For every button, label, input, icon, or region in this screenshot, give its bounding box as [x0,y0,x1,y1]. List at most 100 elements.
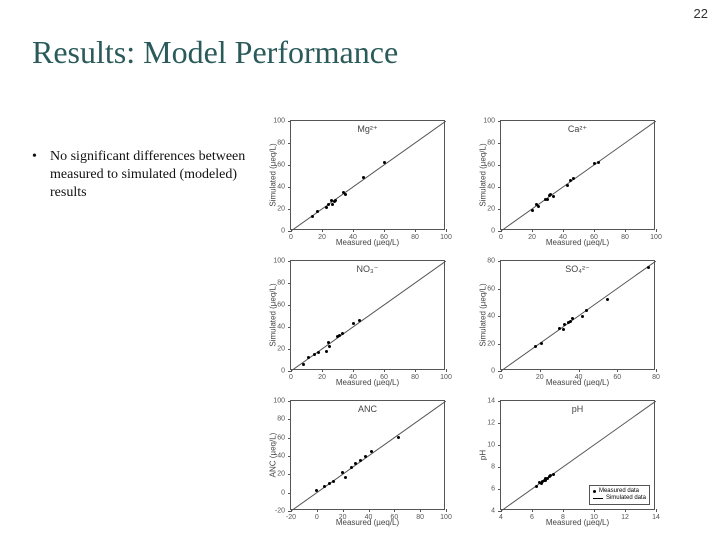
data-point [316,210,319,213]
x-tick-label: 0 [289,234,293,241]
y-tick-label: 40 [487,184,495,191]
subplot-ca: Ca²⁺Simulated (µeq/L)Measured (µeq/L)020… [500,120,655,230]
y-tick-label: 60 [277,162,285,169]
legend-line-icon [593,498,603,499]
data-point [531,209,534,212]
chart-grid: Mg²⁺Simulated (µeq/L)Measured (µeq/L)020… [290,120,700,525]
x-tick-label: 80 [411,234,419,241]
x-tick-label: 0 [289,374,293,381]
data-point [302,363,305,366]
subplot-so4: SO₄²⁻Simulated (µeq/L)Measured (µeq/L)02… [500,260,655,370]
data-point [344,193,347,196]
y-tick-label: 60 [487,285,495,292]
y-tick-label: 60 [277,302,285,309]
x-tick-label: 8 [561,514,565,521]
y-tick-label: 14 [487,398,495,405]
x-tick [656,229,657,232]
y-tick-label: 0 [281,368,285,375]
data-point [558,327,561,330]
identity-line [501,261,656,371]
plot-area: pHpHMeasured (µeq/L)468101214468101214Me… [500,400,655,510]
y-tick-label: 80 [487,140,495,147]
x-tick-label: 40 [349,234,357,241]
data-point [370,450,373,453]
y-axis-label: pH [479,450,488,460]
x-tick-label: 0 [499,234,503,241]
x-tick-label: 80 [411,374,419,381]
y-tick-label: 60 [487,162,495,169]
x-tick-label: 4 [499,514,503,521]
x-tick-label: 12 [621,514,629,521]
x-axis-label: Measured (µeq/L) [546,518,609,527]
data-point [350,466,353,469]
x-tick-label: 20 [536,374,544,381]
y-tick-label: 40 [277,453,285,460]
page-number: 22 [694,6,708,21]
data-point [352,322,355,325]
data-point [313,353,316,356]
legend: Measured dataSimulated data [589,485,650,505]
x-axis-label: Measured (µeq/L) [546,238,609,247]
y-tick-label: 10 [487,442,495,449]
plot-area: NO₃⁻Simulated (µeq/L)Measured (µeq/L)020… [290,260,445,370]
x-tick-label: 60 [390,514,398,521]
x-tick-label: 100 [440,234,452,241]
y-tick-label: -20 [275,508,285,515]
y-axis-label: Simulated (µeq/L) [269,143,278,206]
subplot-mg: Mg²⁺Simulated (µeq/L)Measured (µeq/L)020… [290,120,445,230]
y-tick-label: 8 [491,464,495,471]
x-axis-label: Measured (µeq/L) [336,378,399,387]
x-tick [446,229,447,232]
x-tick-label: 40 [575,374,583,381]
data-point [546,198,549,201]
x-tick [656,509,657,512]
y-tick-label: 0 [491,228,495,235]
data-point [585,309,588,312]
y-tick-label: 20 [277,346,285,353]
x-tick-label: 60 [613,374,621,381]
y-tick-label: 0 [281,489,285,496]
data-point [562,328,565,331]
y-tick-label: 0 [491,368,495,375]
x-tick-label: 60 [590,234,598,241]
x-tick-label: 20 [339,514,347,521]
legend-label: Simulated data [606,495,646,502]
y-tick-label: 80 [487,258,495,265]
x-tick-label: 10 [590,514,598,521]
x-tick-label: 100 [650,234,662,241]
y-tick-label: 40 [277,184,285,191]
y-axis-label: Simulated (µeq/L) [479,283,488,346]
data-point [338,334,341,337]
slide-title: Results: Model Performance [32,34,398,71]
slide: 22 Results: Model Performance No signifi… [0,0,720,540]
legend-dot-icon [593,490,596,493]
data-point [354,462,357,465]
y-tick-label: 80 [277,140,285,147]
y-tick-label: 12 [487,420,495,427]
plot-area: Mg²⁺Simulated (µeq/L)Measured (µeq/L)020… [290,120,445,230]
x-tick [446,509,447,512]
y-axis-label: ANC (µeq/L) [269,433,278,478]
x-tick-label: 80 [652,374,660,381]
y-tick-label: 100 [273,398,285,405]
x-tick-label: 6 [530,514,534,521]
y-tick-label: 20 [277,206,285,213]
data-point [325,350,328,353]
y-tick-label: 80 [277,416,285,423]
data-point [307,356,310,359]
x-tick-label: 20 [318,374,326,381]
y-tick-label: 60 [277,434,285,441]
y-axis-label: Simulated (µeq/L) [479,143,488,206]
plot-area: ANCANC (µeq/L)Measured (µeq/L)-200204060… [290,400,445,510]
identity-line [291,401,446,511]
data-point [397,436,400,439]
data-point [581,315,584,318]
y-tick [288,231,291,232]
y-tick [498,371,501,372]
bullet-list: No significant differences between measu… [32,148,262,203]
x-tick-label: 20 [528,234,536,241]
x-axis-label: Measured (µeq/L) [336,238,399,247]
y-tick-label: 80 [277,280,285,287]
y-tick [288,511,291,512]
legend-label: Measured data [599,488,639,495]
